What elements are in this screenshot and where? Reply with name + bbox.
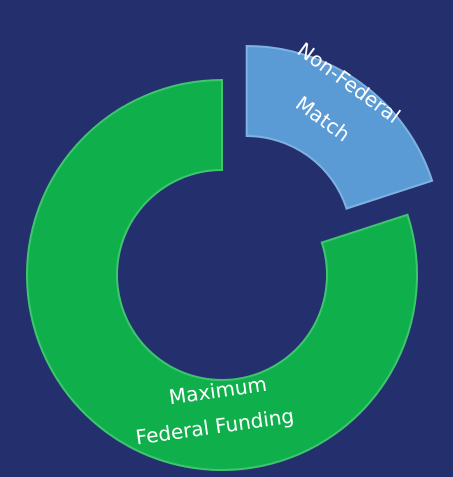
slice: [26, 78, 418, 471]
slice: [245, 45, 434, 210]
slices: [26, 45, 434, 471]
